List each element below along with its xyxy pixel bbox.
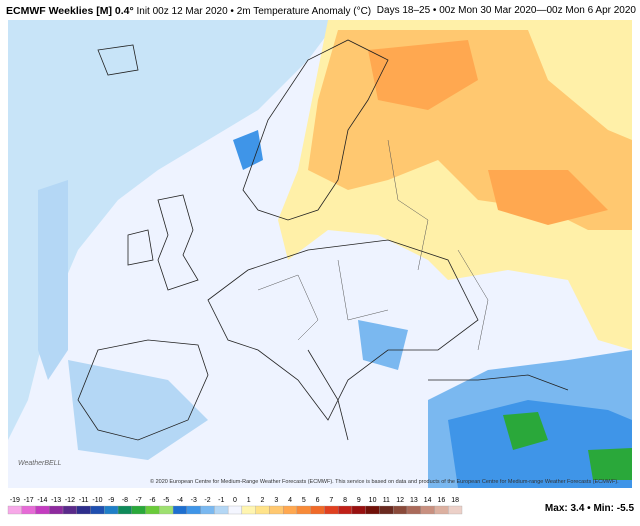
copyright: © 2020 European Centre for Medium-Range …	[150, 479, 619, 485]
colorbar-swatch	[200, 505, 215, 515]
colorbar-swatch	[131, 505, 146, 515]
colorbar-label: -13	[51, 497, 61, 504]
colorbar-label: -3	[191, 497, 197, 504]
colorbar-label: 2	[261, 497, 265, 504]
colorbar-label: -8	[122, 497, 128, 504]
colorbar-swatch	[186, 505, 201, 515]
colorbar-swatch	[241, 505, 256, 515]
colorbar-label: -7	[136, 497, 142, 504]
colorbar-label: -12	[65, 497, 75, 504]
colorbar-swatch	[283, 505, 298, 515]
colorbar-swatch	[214, 505, 229, 515]
coastlines	[77, 39, 569, 441]
colorbar-swatch	[310, 505, 325, 515]
colorbar: -19 -17 -14 -13 -12 -11 -10 -9 -8 -7 -6 -5 -4 -3 -2 -1 0…	[7, 497, 463, 515]
colorbar-label: -2	[204, 497, 210, 504]
colorbar-label: -19	[10, 497, 20, 504]
colorbar-label: 12	[396, 497, 404, 504]
colorbar-label: 1	[247, 497, 251, 504]
colorbar-label: -5	[163, 497, 169, 504]
colorbar-label: 8	[343, 497, 347, 504]
colorbar-label: 3	[274, 497, 278, 504]
sea-anomaly	[8, 20, 338, 440]
borders	[257, 139, 489, 351]
colorbar-swatch	[104, 505, 119, 515]
cool-anomaly	[68, 360, 208, 460]
colorbar-label: 0	[233, 497, 237, 504]
colorbar-label: 7	[329, 497, 333, 504]
colorbar-swatch	[172, 505, 187, 515]
colorbar-swatch	[21, 505, 36, 515]
colorbar-swatch	[227, 505, 243, 515]
colorbar-label: 6	[316, 497, 320, 504]
colorbar-label: -9	[108, 497, 114, 504]
colorbar-label: 14	[424, 497, 432, 504]
map	[8, 20, 632, 488]
colorbar-swatch	[351, 505, 366, 515]
colorbar-swatch	[393, 505, 408, 515]
colorbar-label: -1	[218, 497, 224, 504]
colorbar-swatch	[159, 505, 174, 515]
colorbar-swatch	[117, 505, 132, 515]
colorbar-label: 9	[357, 497, 361, 504]
cool-anomaly	[503, 412, 548, 450]
colorbar-swatch	[49, 505, 64, 515]
colorbar-swatch	[255, 505, 270, 515]
colorbar-swatch	[448, 505, 463, 515]
colorbar-swatch	[269, 505, 284, 515]
valid: Days 18–25 • 00z Mon 30 Mar 2020—00z Mon…	[376, 5, 636, 16]
colorbar-label: 5	[302, 497, 306, 504]
colorbar-swatch	[62, 505, 77, 515]
colorbar-swatch	[145, 505, 160, 515]
colorbar-label: 11	[383, 497, 390, 504]
colorbar-swatch	[296, 505, 311, 515]
colorbar-swatch	[365, 505, 380, 515]
colorbar-label: -11	[79, 497, 89, 504]
colorbar-swatch	[406, 505, 421, 515]
colorbar-swatch	[434, 505, 449, 515]
colorbar-label: -4	[177, 497, 183, 504]
warm-anomaly	[368, 40, 478, 110]
colorbar-swatch	[379, 505, 394, 515]
cool-anomaly	[233, 130, 263, 170]
colorbar-swatch	[324, 505, 339, 515]
warm-anomaly	[488, 170, 608, 225]
colorbar-swatch	[338, 505, 353, 515]
colorbar-label: 18	[451, 497, 459, 504]
title: ECMWF Weeklies [M] 0.4°	[6, 5, 134, 17]
stats: Max: 3.4 • Min: -5.5	[544, 503, 634, 514]
colorbar-label: -14	[37, 497, 47, 504]
colorbar-swatch	[76, 505, 91, 515]
sea-anomaly	[38, 180, 68, 380]
header: ECMWF Weeklies [M] 0.4° Init 00z 12 Mar …	[6, 5, 636, 17]
colorbar-label: 10	[369, 497, 377, 504]
colorbar-label: -10	[92, 497, 102, 504]
colorbar-label: 16	[437, 497, 445, 504]
colorbar-label: 13	[410, 497, 418, 504]
colorbar-label: -6	[149, 497, 155, 504]
init: Init 00z 12 Mar 2020 • 2m Temperature An…	[136, 6, 372, 17]
colorbar-swatch	[420, 505, 435, 515]
colorbar-label: 4	[288, 497, 292, 504]
logo: WeatherBELL	[18, 460, 62, 467]
colorbar-label: -17	[24, 497, 34, 504]
colorbar-swatch	[90, 505, 105, 515]
colorbar-swatch	[35, 505, 50, 515]
colorbar-swatch	[7, 505, 22, 515]
cool-anomaly	[358, 320, 408, 370]
cool-anomaly	[588, 448, 632, 480]
cool-anomaly	[448, 400, 632, 488]
